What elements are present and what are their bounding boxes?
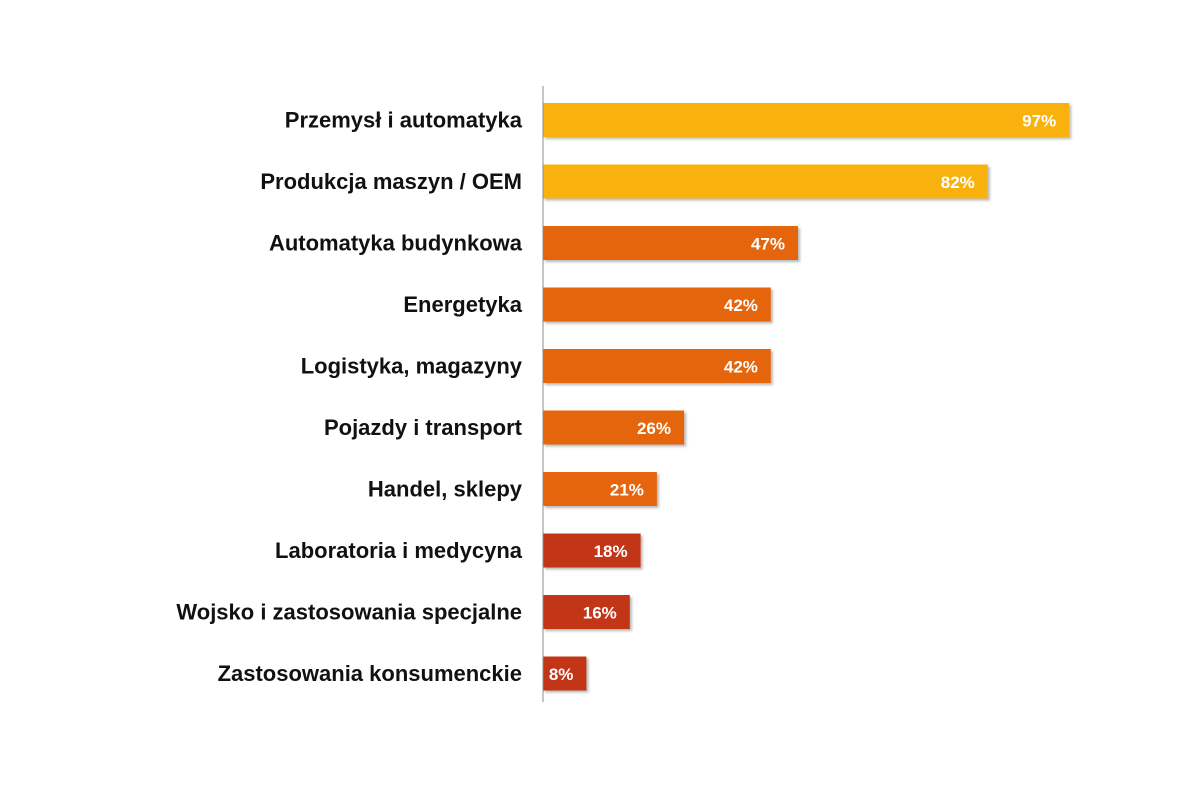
category-label: Pojazdy i transport: [324, 415, 523, 440]
bar-10: [543, 656, 587, 691]
bar-3: [543, 226, 798, 260]
bar-9: [543, 595, 630, 629]
category-label: Energetyka: [403, 292, 522, 317]
bar-6: [543, 410, 685, 445]
category-label: Przemysł i automatyka: [285, 108, 523, 133]
value-labels-group: 97% 82% 47% 42% 42% 26% 21% 18% 16% 8%: [549, 112, 1056, 685]
category-label: Laboratoria i medycyna: [275, 538, 523, 563]
bar-7: [543, 472, 657, 506]
bar-4: [543, 287, 771, 322]
value-label: 42%: [724, 358, 758, 377]
value-label: 97%: [1022, 112, 1056, 131]
bars-group: [543, 103, 1070, 691]
bar-8: [543, 533, 641, 568]
value-label: 42%: [724, 296, 758, 315]
bar-5: [543, 349, 771, 383]
category-labels-group: Przemysł i automatyka Produkcja maszyn / …: [176, 108, 522, 687]
category-label: Wojsko i zastosowania specjalne: [176, 600, 522, 625]
category-label: Logistyka, magazyny: [301, 354, 523, 379]
value-label: 21%: [610, 481, 644, 500]
category-label: Handel, sklepy: [368, 477, 523, 502]
value-label: 18%: [594, 542, 628, 561]
category-label: Automatyka budynkowa: [269, 231, 523, 256]
value-label: 82%: [941, 173, 975, 192]
category-label: Zastosowania konsumenckie: [218, 661, 522, 686]
category-label: Produkcja maszyn / OEM: [260, 169, 522, 194]
bar-1: [543, 103, 1070, 137]
value-label: 8%: [549, 665, 574, 684]
value-label: 16%: [583, 604, 617, 623]
value-label: 47%: [751, 235, 785, 254]
bar-2: [543, 164, 988, 199]
value-label: 26%: [637, 419, 671, 438]
